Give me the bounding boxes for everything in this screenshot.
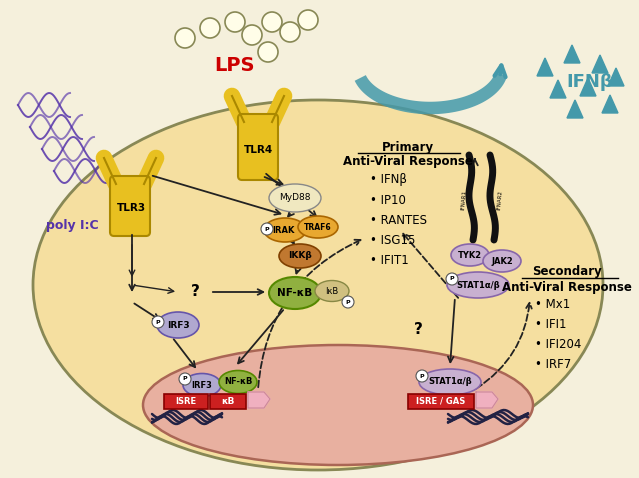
- Polygon shape: [248, 392, 270, 408]
- Text: IRAK: IRAK: [272, 226, 294, 235]
- Text: IFNβ: IFNβ: [567, 73, 613, 91]
- Text: IFNAR2: IFNAR2: [497, 190, 504, 210]
- Text: IKKβ: IKKβ: [288, 251, 312, 261]
- Ellipse shape: [264, 218, 306, 242]
- Text: TYK2: TYK2: [458, 250, 482, 260]
- Text: P: P: [346, 300, 350, 304]
- Polygon shape: [602, 95, 618, 113]
- Text: • IRF7: • IRF7: [535, 358, 571, 371]
- Circle shape: [446, 273, 458, 285]
- Polygon shape: [580, 78, 596, 96]
- Circle shape: [152, 316, 164, 328]
- Bar: [164, 394, 208, 409]
- Polygon shape: [608, 68, 624, 86]
- Text: TLR4: TLR4: [244, 145, 273, 155]
- Ellipse shape: [183, 373, 221, 396]
- Polygon shape: [476, 392, 498, 408]
- Text: P: P: [265, 227, 269, 231]
- Bar: [210, 394, 246, 409]
- Ellipse shape: [419, 369, 481, 395]
- Circle shape: [200, 18, 220, 38]
- Text: IFNAR1: IFNAR1: [461, 190, 468, 210]
- Polygon shape: [564, 45, 580, 63]
- Text: IRF3: IRF3: [192, 380, 212, 390]
- Text: • IFI204: • IFI204: [535, 338, 581, 351]
- Ellipse shape: [315, 281, 349, 302]
- Circle shape: [258, 42, 278, 62]
- Text: Secondary: Secondary: [532, 265, 602, 279]
- Circle shape: [225, 12, 245, 32]
- Text: LPS: LPS: [215, 55, 255, 75]
- Circle shape: [342, 296, 354, 308]
- Text: JAK2: JAK2: [491, 257, 513, 265]
- Text: • ISG15: • ISG15: [370, 233, 415, 247]
- Text: • IFIT1: • IFIT1: [370, 253, 409, 267]
- Text: ISRE / GAS: ISRE / GAS: [417, 396, 466, 405]
- Polygon shape: [537, 58, 553, 76]
- Text: P: P: [183, 377, 187, 381]
- Text: • RANTES: • RANTES: [370, 214, 427, 227]
- Circle shape: [261, 223, 273, 235]
- Circle shape: [242, 25, 262, 45]
- Ellipse shape: [269, 277, 321, 309]
- Ellipse shape: [451, 244, 489, 266]
- Ellipse shape: [143, 345, 533, 465]
- Polygon shape: [550, 80, 566, 98]
- Ellipse shape: [447, 272, 509, 298]
- Text: Anti-Viral Response: Anti-Viral Response: [502, 282, 632, 294]
- Circle shape: [262, 12, 282, 32]
- Text: P: P: [450, 276, 454, 282]
- Text: NF-κB: NF-κB: [224, 378, 252, 387]
- Text: TLR3: TLR3: [116, 203, 146, 213]
- Circle shape: [175, 28, 195, 48]
- Text: MyD88: MyD88: [279, 194, 311, 203]
- Ellipse shape: [279, 244, 321, 268]
- Text: STAT1α/β: STAT1α/β: [456, 281, 500, 290]
- Text: Anti-Viral Response: Anti-Viral Response: [343, 155, 473, 169]
- Text: • IFNβ: • IFNβ: [370, 174, 407, 186]
- Text: • IP10: • IP10: [370, 194, 406, 206]
- Ellipse shape: [269, 184, 321, 212]
- Circle shape: [416, 370, 428, 382]
- Text: P: P: [420, 373, 424, 379]
- Polygon shape: [592, 55, 608, 73]
- Polygon shape: [567, 100, 583, 118]
- Text: STAT1α/β: STAT1α/β: [428, 378, 472, 387]
- Text: ISRE: ISRE: [176, 396, 197, 405]
- Bar: [408, 394, 474, 409]
- Text: poly I:C: poly I:C: [45, 218, 98, 231]
- Text: IκB: IκB: [325, 286, 339, 295]
- Text: • Mx1: • Mx1: [535, 298, 570, 312]
- FancyBboxPatch shape: [110, 176, 150, 236]
- Circle shape: [280, 22, 300, 42]
- Text: ?: ?: [413, 323, 422, 337]
- Ellipse shape: [483, 250, 521, 272]
- Circle shape: [179, 373, 191, 385]
- Text: κB: κB: [221, 396, 235, 405]
- Ellipse shape: [33, 100, 603, 470]
- Text: ?: ?: [190, 284, 199, 300]
- Text: NF-κB: NF-κB: [277, 288, 312, 298]
- Text: IRF3: IRF3: [167, 321, 189, 329]
- Text: Primary: Primary: [382, 141, 434, 153]
- Text: P: P: [156, 319, 160, 325]
- FancyBboxPatch shape: [238, 114, 278, 180]
- Text: • IFI1: • IFI1: [535, 318, 567, 332]
- Ellipse shape: [298, 216, 338, 238]
- Ellipse shape: [219, 370, 257, 393]
- Text: TRAF6: TRAF6: [304, 222, 332, 231]
- Ellipse shape: [157, 312, 199, 338]
- Circle shape: [298, 10, 318, 30]
